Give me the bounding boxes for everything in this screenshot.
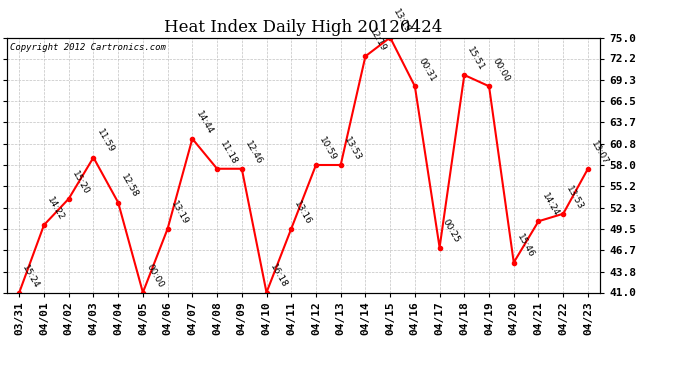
Text: 00:31: 00:31 <box>416 57 437 84</box>
Text: 11:18: 11:18 <box>219 139 239 166</box>
Text: 12:58: 12:58 <box>119 173 140 200</box>
Text: 00:00: 00:00 <box>491 57 511 84</box>
Title: Heat Index Daily High 20120424: Heat Index Daily High 20120424 <box>164 19 443 36</box>
Text: 13:16: 13:16 <box>293 199 313 226</box>
Text: 14:24: 14:24 <box>540 192 560 219</box>
Text: 16:18: 16:18 <box>268 263 288 290</box>
Text: 13:53: 13:53 <box>342 135 363 162</box>
Text: 14:22: 14:22 <box>46 196 66 222</box>
Text: 13:19: 13:19 <box>391 8 412 35</box>
Text: 11:59: 11:59 <box>95 128 115 155</box>
Text: 00:00: 00:00 <box>144 263 165 290</box>
Text: Copyright 2012 Cartronics.com: Copyright 2012 Cartronics.com <box>10 43 166 52</box>
Text: 12:19: 12:19 <box>367 27 388 54</box>
Text: 13:53: 13:53 <box>564 184 585 211</box>
Text: 13:07: 13:07 <box>589 139 610 166</box>
Text: 15:24: 15:24 <box>21 263 41 290</box>
Text: 15:20: 15:20 <box>70 169 91 196</box>
Text: 12:46: 12:46 <box>243 139 264 166</box>
Text: 13:19: 13:19 <box>169 199 190 226</box>
Text: 14:44: 14:44 <box>194 110 215 136</box>
Text: 15:46: 15:46 <box>515 233 536 260</box>
Text: 00:25: 00:25 <box>441 218 462 245</box>
Text: 10:59: 10:59 <box>317 135 338 162</box>
Text: 15:51: 15:51 <box>466 45 486 72</box>
